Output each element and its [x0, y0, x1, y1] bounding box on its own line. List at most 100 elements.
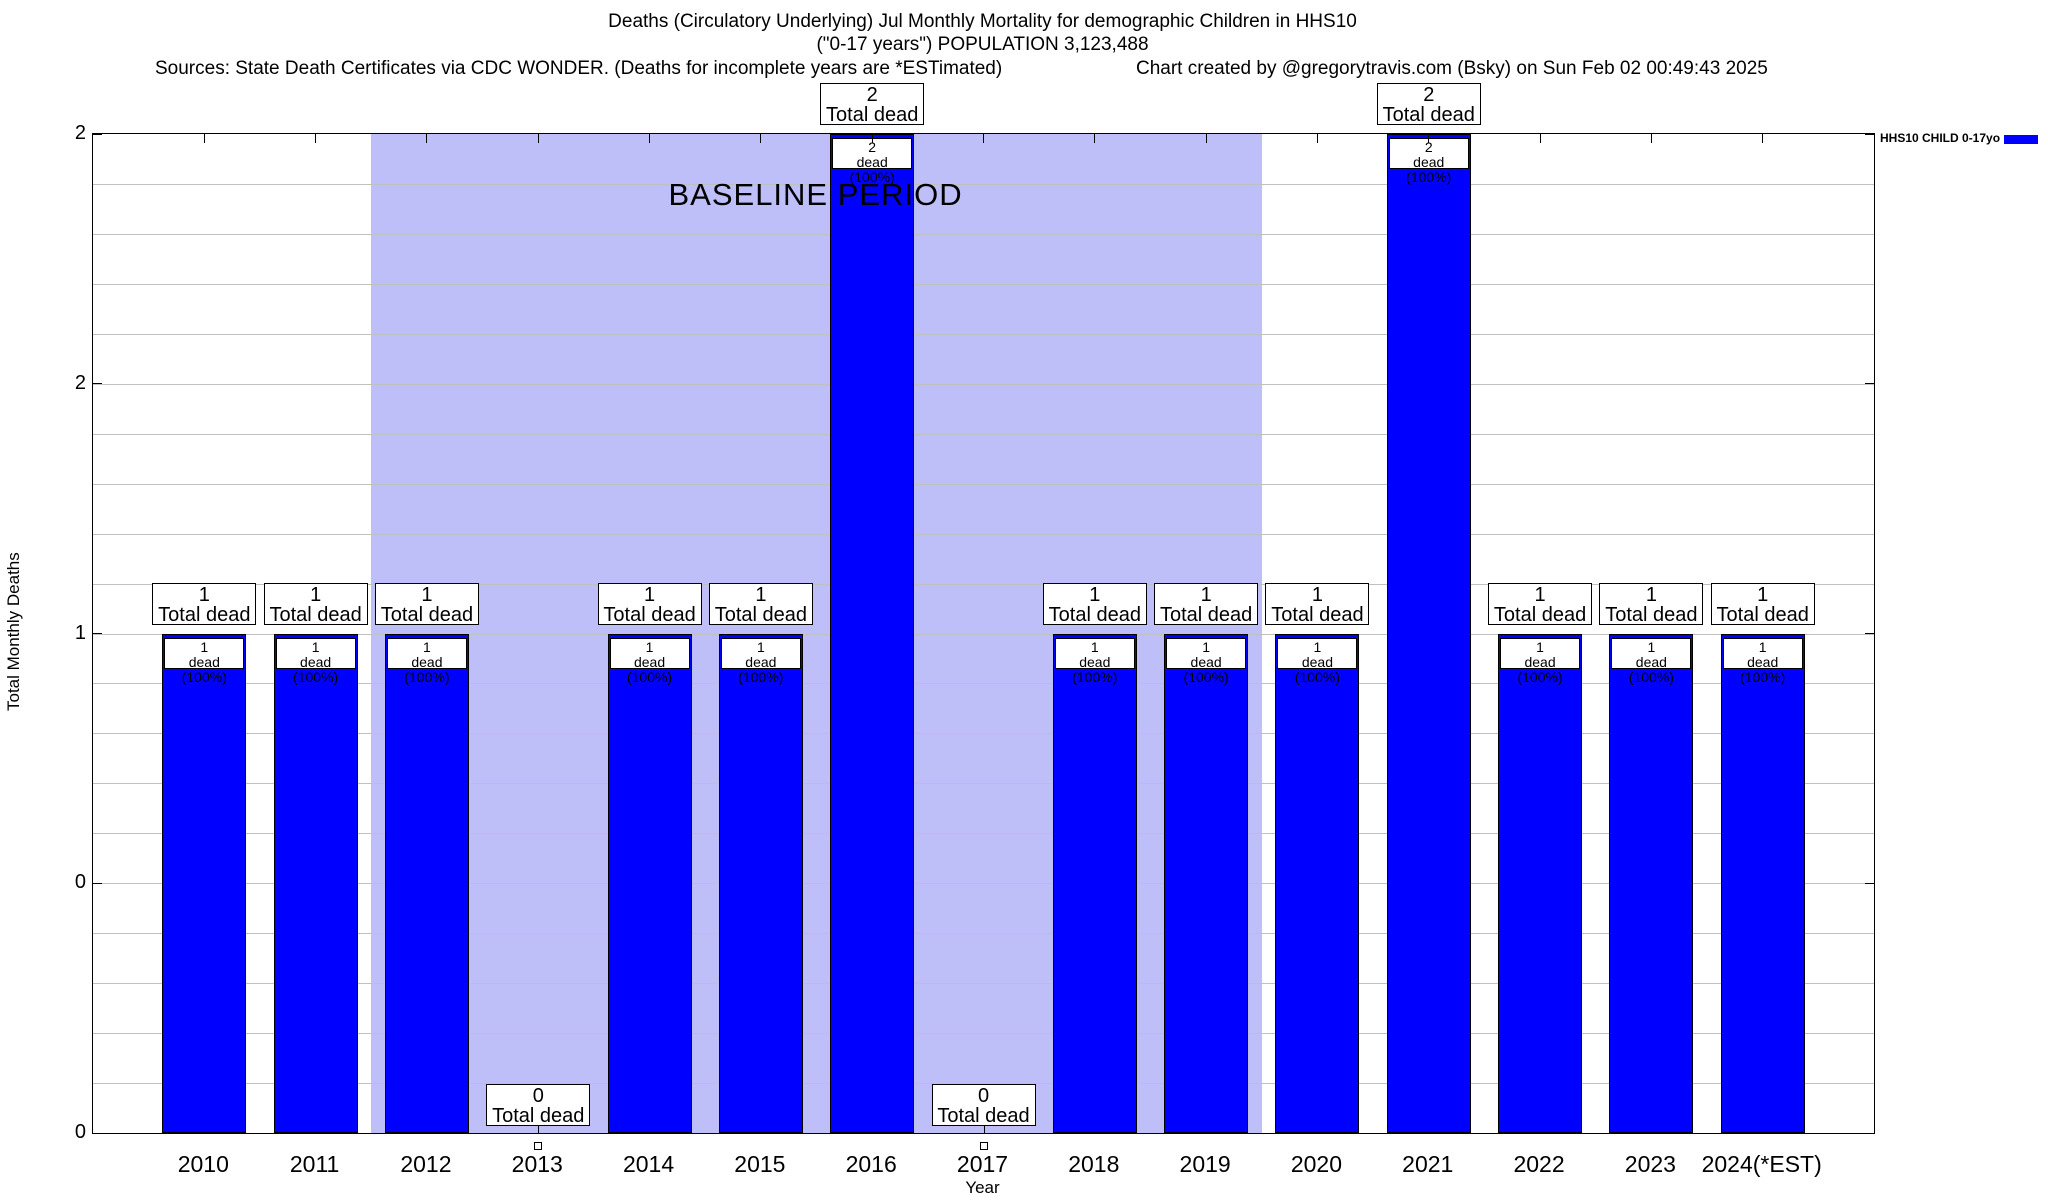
x-tick — [1205, 134, 1207, 143]
y-gridline — [93, 933, 1874, 935]
baseline-period-label: BASELINE PERIOD — [668, 177, 963, 212]
y-gridline — [93, 1083, 1874, 1085]
bar-total-text: Total dead — [1493, 603, 1587, 626]
bar-total-text: Total dead — [492, 1105, 585, 1127]
y-gridline — [93, 333, 1874, 335]
bar-2022 — [1498, 633, 1583, 1133]
bar-total-label-box: 1 Total dead — [152, 582, 257, 626]
bar-total-text: Total dead — [714, 603, 808, 626]
bar-total-value: 1 — [1645, 583, 1657, 606]
x-tick-label: 2017 — [956, 1151, 1009, 1177]
bar-inner-text: dead (100%) — [1628, 653, 1674, 685]
x-tick-label: 2015 — [734, 1151, 786, 1177]
credit-note: Chart created by @gregorytravis.com (Bsk… — [1136, 58, 1768, 79]
x-tick — [1650, 134, 1652, 143]
x-tick-label: 2014 — [622, 1151, 675, 1177]
bar-2024(*EST) — [1720, 633, 1805, 1133]
y-gridline — [93, 983, 1874, 985]
bar-total-text: Total dead — [1159, 603, 1253, 626]
bar-total-value: 0 — [977, 1085, 990, 1107]
legend-swatch — [2004, 135, 2038, 144]
y-gridline — [93, 683, 1874, 685]
zero-bar-stem — [983, 1126, 985, 1133]
x-tick — [426, 134, 428, 143]
y-tick — [93, 383, 102, 385]
x-tick — [1762, 134, 1764, 143]
bar-inner-text: dead (100%) — [1072, 653, 1118, 685]
x-tick-label: 2016 — [845, 1151, 897, 1177]
bar-total-text: Total dead — [158, 603, 251, 626]
bar-inner-value: 1 — [1202, 638, 1211, 655]
chart-header: Deaths (Circulatory Underlying) Jul Mont… — [92, 10, 1873, 56]
bar-inner-value: 2 — [1424, 139, 1433, 155]
bar-inner-value: 1 — [1090, 638, 1099, 655]
plot-area: 1 dead (100%) 1 Total dead 1 dead (100%) 1 Tota… — [92, 83, 1875, 1150]
legend: HHS10 CHILD 0-17yo — [1880, 131, 2040, 147]
zero-bar-marker — [534, 1142, 543, 1150]
y-gridline — [93, 383, 1874, 385]
bar-inner-text: dead (100%) — [1740, 653, 1786, 685]
bar-total-text: Total dead — [937, 1105, 1030, 1127]
bar-inner-label-box: 1 dead (100%) — [1611, 637, 1692, 684]
bar-total-label-box: 1 Total dead — [1488, 582, 1593, 626]
bar-inner-value: 1 — [311, 638, 320, 655]
bar-inner-value: 2 — [868, 139, 877, 155]
bar-total-label-box: 1 Total dead — [1154, 582, 1259, 626]
y-gridline — [93, 283, 1874, 285]
y-gridline — [93, 533, 1874, 535]
bar-total-label-box: 1 Total dead — [597, 582, 702, 625]
bar-total-text: Total dead — [1048, 603, 1141, 626]
bar-total-text: Total dead — [1271, 603, 1364, 626]
bar-total-label-box: 1 Total dead — [374, 582, 479, 626]
x-tick — [760, 134, 762, 143]
bar-2014 — [607, 633, 692, 1133]
bar-total-value: 1 — [1534, 583, 1546, 606]
bar-inner-label-box: 1 dead (100%) — [1277, 637, 1358, 684]
legend-label: HHS10 CHILD 0-17yo — [1880, 131, 2001, 145]
x-tick — [1539, 134, 1541, 143]
y-tick — [1865, 1132, 1874, 1134]
bar-inner-label-box: 1 dead (100%) — [1500, 637, 1581, 684]
x-tick-label: 2024(*EST) — [1701, 1151, 1822, 1177]
bar-total-value: 1 — [1089, 583, 1101, 606]
x-tick-label: 2018 — [1068, 1151, 1120, 1177]
y-tick-label: 2 — [74, 122, 86, 144]
bar-2015 — [718, 633, 803, 1133]
bar-inner-text: dead (100%) — [849, 154, 895, 185]
bar-2011 — [273, 633, 358, 1133]
chart-title: Deaths (Circulatory Underlying) Jul Mont… — [608, 11, 1357, 32]
y-gridline — [93, 583, 1874, 585]
x-tick-label: 2010 — [177, 1151, 229, 1177]
bar-total-value: 1 — [1200, 583, 1212, 606]
bar-inner-text: dead (100%) — [1517, 653, 1563, 685]
bar-inner-label-box: 1 dead (100%) — [1722, 637, 1803, 684]
bar-total-label-box: 1 Total dead — [708, 582, 813, 626]
bar-inner-value: 1 — [1313, 638, 1322, 655]
chart-subtitle: ("0-17 years") POPULATION 3,123,488 — [816, 34, 1149, 55]
bar-inner-text: dead (100%) — [293, 653, 339, 685]
bar-2023 — [1609, 633, 1694, 1133]
bar-total-value: 1 — [310, 583, 322, 606]
bar-total-label-box: 1 Total dead — [1710, 582, 1815, 625]
y-gridline — [93, 483, 1874, 485]
bar-inner-label-box: 1 dead (100%) — [164, 637, 245, 684]
bar-inner-text: dead (100%) — [1406, 154, 1452, 185]
bar-inner-text: dead (100%) — [1183, 653, 1229, 685]
y-gridline — [93, 183, 1874, 185]
x-tick-label: 2019 — [1179, 1151, 1231, 1177]
y-tick — [1865, 383, 1874, 385]
bar-total-text: Total dead — [380, 603, 474, 626]
bar-2019 — [1164, 633, 1249, 1133]
bar-total-label-box: 0 Total dead — [486, 1084, 591, 1127]
x-axis-title: Year — [965, 1178, 1000, 1197]
y-gridline — [93, 233, 1874, 235]
bar-total-text: Total dead — [269, 603, 362, 626]
bar-inner-value: 1 — [756, 638, 765, 655]
bar-total-value: 1 — [1311, 583, 1323, 606]
y-tick — [93, 133, 102, 135]
bar-total-value: 1 — [421, 583, 433, 606]
y-gridline — [93, 433, 1874, 435]
bar-2018 — [1052, 633, 1137, 1133]
y-tick — [1865, 133, 1874, 135]
